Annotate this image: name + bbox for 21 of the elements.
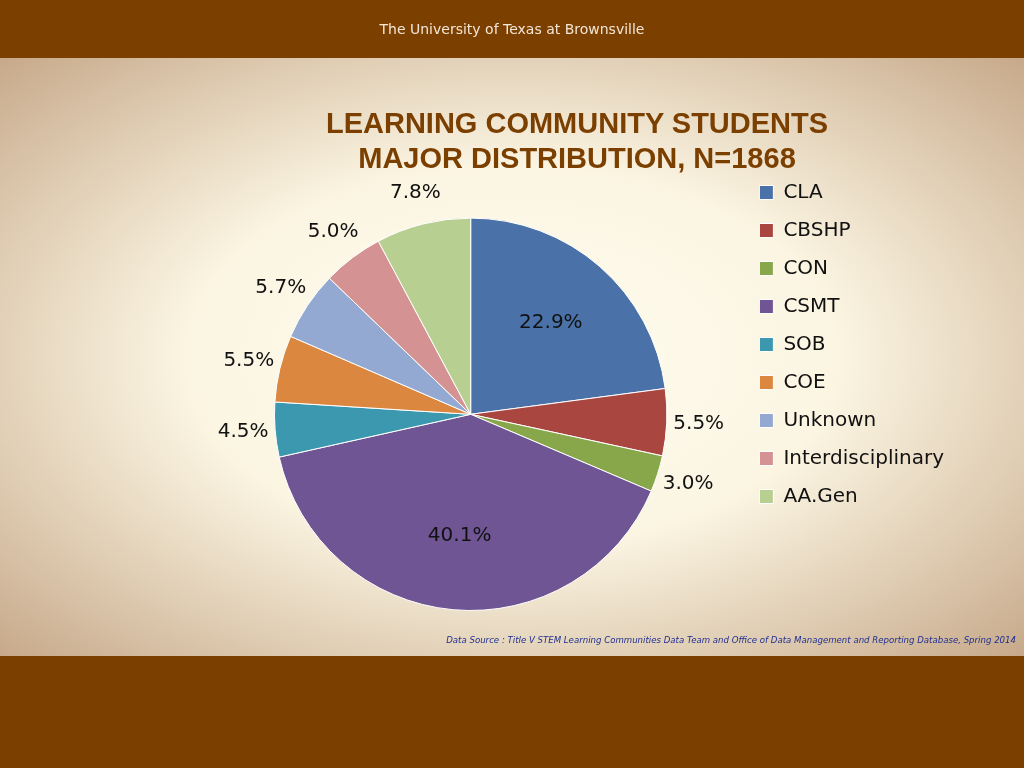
- data-label: 5.0%: [307, 218, 359, 243]
- data-label: 40.1%: [427, 521, 492, 546]
- text: The University of Texas at Brownsville: [379, 21, 645, 37]
- legend-label: Interdisciplinary: [783, 444, 945, 469]
- data-label: 4.5%: [217, 418, 269, 443]
- legend-label: COE: [783, 368, 826, 393]
- data-label: 5.5%: [223, 347, 275, 372]
- source-note: Data Source : Title V STEM Learning Communities Data Team and Office of Data Management and Reporting Database, Spring 2014: [446, 635, 1016, 645]
- legend-label: SOB: [783, 330, 826, 355]
- legend-label: CSMT: [783, 292, 841, 317]
- data-label: 5.7%: [255, 274, 307, 299]
- legend-label: Unknown: [783, 406, 877, 431]
- data-label: 7.8%: [389, 179, 441, 204]
- legend-label: AA.Gen: [783, 482, 858, 507]
- data-label: 3.0%: [662, 469, 714, 494]
- legend-label: CLA: [783, 178, 823, 203]
- legend-label: CBSHP: [783, 216, 851, 241]
- data-label: 5.5%: [673, 409, 725, 434]
- chart-title: LEARNING COMMUNITY STUDENTS MAJOR DISTRIBUTION, N=1868: [325, 107, 829, 175]
- data-label: 22.9%: [519, 309, 583, 333]
- legend-label: CON: [783, 254, 829, 279]
